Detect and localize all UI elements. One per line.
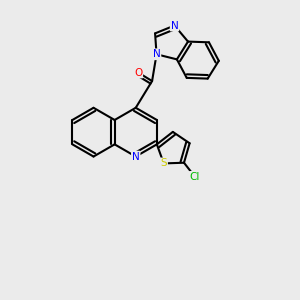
Text: N: N (132, 152, 140, 161)
Text: S: S (160, 158, 167, 168)
Text: N: N (171, 20, 178, 31)
Text: N: N (153, 49, 160, 59)
Text: Cl: Cl (190, 172, 200, 182)
Text: O: O (134, 68, 142, 77)
